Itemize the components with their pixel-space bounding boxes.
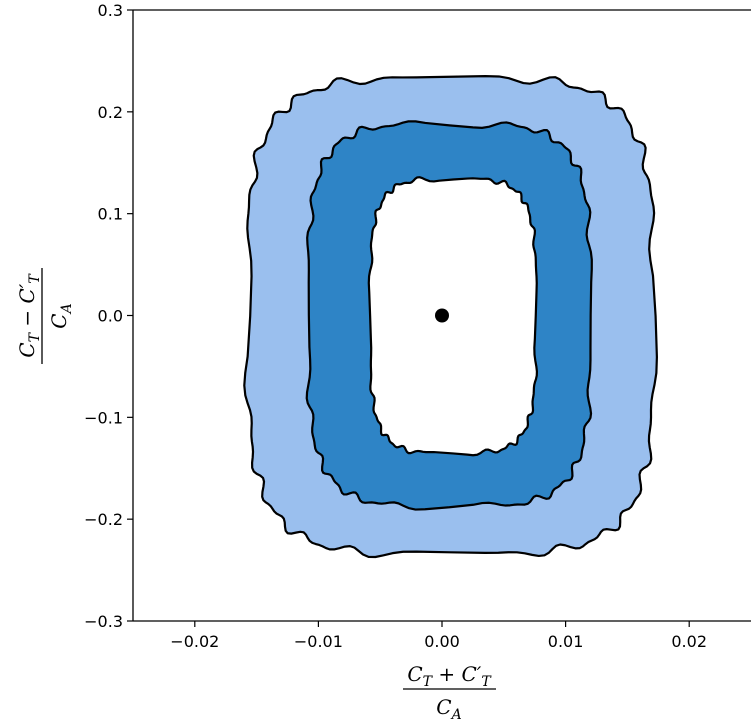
- plot-area: [243, 75, 658, 559]
- center-point: [435, 308, 449, 323]
- svg-text:CT + C′T: CT + C′T: [407, 662, 492, 690]
- svg-text:CA: CA: [47, 303, 75, 328]
- y-tick-label: 0.0: [98, 307, 123, 326]
- svg-text:CA: CA: [436, 695, 461, 720]
- y-tick-label: −0.3: [84, 612, 123, 631]
- contour-center: [367, 176, 539, 457]
- x-tick-label: 0.00: [424, 632, 460, 651]
- y-tick-label: 0.3: [98, 1, 123, 20]
- y-axis-label: CT − C′T CA: [15, 268, 75, 364]
- x-tick-label: −0.02: [170, 632, 219, 651]
- x-axis-label: CT + C′T CA: [403, 662, 496, 720]
- y-tick-label: −0.2: [84, 510, 123, 529]
- ticks: −0.02 −0.01 0.00 0.01 0.02 −0.3 −0.2 −0.1 0.0 0.1…: [84, 1, 707, 651]
- x-tick-label: −0.01: [294, 632, 343, 651]
- y-tick-label: 0.2: [98, 103, 123, 122]
- y-tick-label: 0.1: [98, 205, 123, 224]
- x-tick-label: 0.02: [671, 632, 707, 651]
- svg-text:CT − C′T: CT − C′T: [15, 273, 43, 358]
- y-tick-label: −0.1: [84, 408, 123, 427]
- x-tick-label: 0.01: [548, 632, 584, 651]
